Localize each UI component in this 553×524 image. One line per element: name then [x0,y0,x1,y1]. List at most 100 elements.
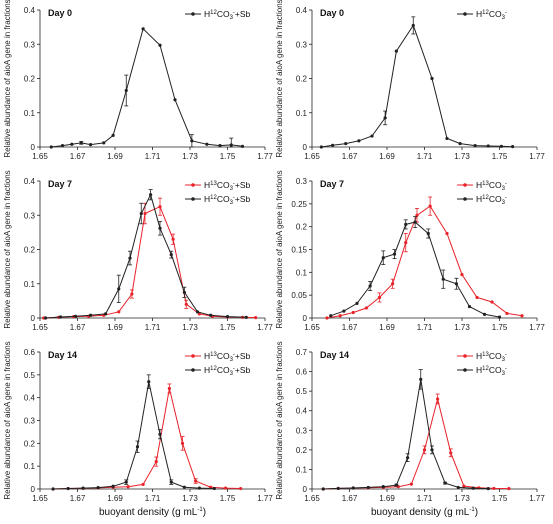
series-line [53,381,215,490]
y-tick-label: 0.4 [24,394,36,403]
data-point [454,282,458,286]
series-line [53,388,241,490]
data-point [458,141,462,146]
data-point [60,144,65,148]
x-tick-label: 1.69 [107,323,123,332]
data-point [505,311,509,316]
series-1 [51,383,243,491]
x-tick-label: 1.65 [32,323,48,332]
data-point [319,145,323,149]
data-point [351,486,355,490]
x-axis-label: buoyant density (g mL-1) [99,507,206,518]
data-point [169,480,173,484]
data-point [197,312,201,316]
y-tick-label: 0.15 [291,246,307,255]
data-point [240,144,245,148]
data-point [128,256,132,260]
y-tick-label: 0.25 [291,200,307,209]
data-point [111,484,115,488]
series-2 [329,216,502,319]
data-point [74,314,78,318]
x-tick-label: 1.67 [342,152,358,161]
data-point [370,134,374,138]
x-tick-label: 1.77 [529,494,545,503]
data-point [130,292,134,296]
y-tick-label: 0.6 [296,368,308,377]
x-tick-label: 1.69 [379,323,395,332]
x-tick-label: 1.73 [454,152,470,161]
y-tick-label: 0.1 [24,462,36,471]
x-tick-label: 1.65 [304,494,320,503]
series-line [323,379,489,490]
chart-panel-1: 1.65 1.67 1.69 1.71 1.73 1.75 1.77 0 0.1 0.2 0.3 0.… [3,0,273,161]
chart-panel-2: 1.65 1.67 1.69 1.71 1.73 1.75 1.77 0 0.1 0.2 0.3 0.… [275,0,545,161]
data-point [394,483,398,487]
data-point [209,313,213,317]
legend-marker [191,183,195,187]
x-tick-label: 1.77 [529,323,545,332]
x-tick-label: 1.67 [342,323,358,332]
legend-marker [463,354,467,358]
data-point [117,310,121,314]
data-point [49,145,53,149]
data-point [171,237,175,241]
x-tick-label: 1.67 [342,494,358,503]
data-point [117,287,121,291]
data-point [511,145,515,149]
y-axis-label: Relative abundance of aioA gene in fract… [275,170,284,328]
y-tick-label: 0.2 [296,223,308,232]
data-point [430,76,434,81]
data-point [419,377,423,381]
y-tick-label: 0.2 [24,246,36,255]
data-point [364,306,368,310]
data-point [173,98,177,102]
x-tick-label: 1.75 [220,323,236,332]
y-tick-label: 0.3 [24,40,36,49]
series-line [323,398,509,490]
data-point [104,312,108,316]
data-point [89,143,93,147]
data-point [449,451,453,455]
data-point [355,301,359,305]
series-2 [51,374,216,491]
x-tick-label: 1.65 [32,494,48,503]
data-point [473,144,477,148]
y-tick-label: 0.4 [24,177,36,186]
y-tick-label: 0 [31,485,36,494]
data-point [139,211,143,216]
legend-label: H13CO3- [476,351,507,363]
x-tick-label: 1.75 [220,152,236,161]
legend-label: H13CO3-+Sb [204,180,251,192]
legend-label: H12CO3-+Sb [204,194,251,206]
data-point [422,448,427,452]
x-tick-label: 1.67 [70,323,86,332]
data-point [415,213,419,217]
y-tick-label: 0.6 [24,348,36,357]
data-point [218,144,222,148]
data-point [460,273,464,277]
legend-label: H12CO3- [476,365,507,377]
data-point [124,480,128,484]
y-tick-label: 0.1 [296,109,308,118]
data-point [404,222,408,226]
data-point [167,386,171,391]
data-point [190,139,194,143]
data-point [81,486,85,490]
data-point [436,397,440,401]
chart-panel-6: 1.65 1.67 1.69 1.71 1.73 1.75 1.77 0 0.1 0.2 0.3 0.… [275,341,545,518]
data-point [342,309,346,313]
data-point [336,486,340,491]
y-tick-label: 0.3 [24,211,36,220]
y-tick-label: 0 [303,143,308,152]
data-point [96,486,100,490]
data-point [404,241,408,245]
data-point [184,302,188,306]
data-point [182,290,186,294]
legend-label: H12CO3-+Sb [204,365,251,377]
x-tick-label: 1.73 [182,152,198,161]
legend-label: H13CO3- [476,180,507,192]
x-axis-label: buoyant density (g mL-1) [371,507,478,518]
data-point [413,220,417,224]
panel-title: Day 0 [320,8,344,18]
y-tick-label: 0.5 [24,371,36,380]
